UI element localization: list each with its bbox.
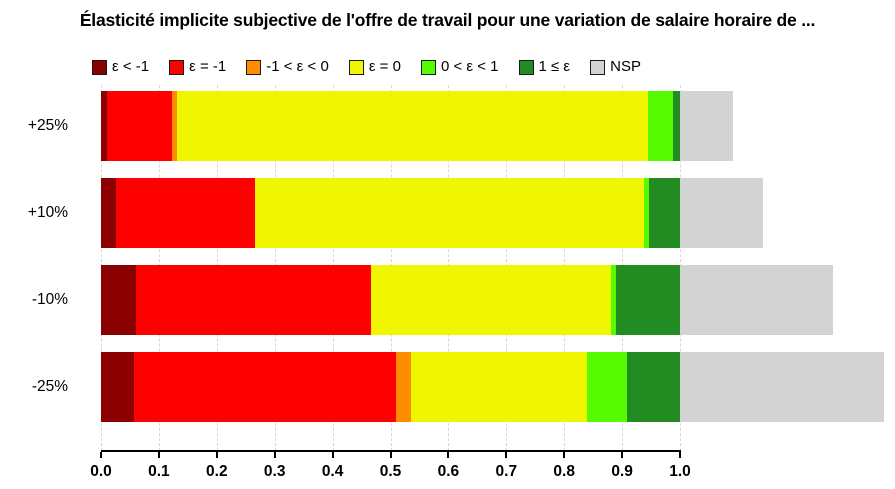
legend-label: -1 < ε < 0 [266, 58, 329, 75]
legend-item: 1 ≤ ε [518, 58, 571, 76]
chart-title: Élasticité implicite subjective de l'off… [79, 10, 816, 30]
x-axis-tick-label: 0.3 [263, 463, 286, 480]
bar-segment [101, 265, 137, 335]
x-axis-tick [157, 452, 160, 458]
bar-segment [177, 91, 648, 161]
legend-swatch [518, 59, 534, 75]
legend-item: 0 < ε < 1 [420, 58, 499, 76]
legend-label: ε = -1 [189, 58, 227, 75]
legend-swatch [348, 59, 364, 75]
bar-segment [680, 352, 884, 422]
legend-item: ε < -1 [92, 58, 149, 76]
bar-segment [587, 352, 628, 422]
category-label: +25% [27, 117, 68, 134]
x-axis-tick-label: 0.2 [206, 463, 228, 480]
x-axis-tick [447, 452, 450, 458]
bar-segment [255, 178, 645, 248]
x-axis-tick [215, 452, 218, 458]
bar-segment [627, 352, 680, 422]
bar-segment [644, 178, 649, 248]
bar-segment [680, 91, 733, 161]
legend-swatch [590, 59, 606, 75]
legend-swatch [246, 59, 262, 75]
bar-segment [680, 178, 763, 248]
category-label: +10% [27, 204, 68, 221]
bar-segment [116, 178, 255, 248]
legend-item: ε = 0 [348, 58, 401, 76]
x-axis-tick-label: 0.0 [90, 463, 112, 480]
x-axis-tick-label: 0.1 [148, 463, 170, 480]
legend-swatch [169, 59, 185, 75]
legend-swatch [420, 59, 436, 75]
bar-segment [395, 352, 412, 422]
bar-segment [680, 265, 834, 335]
legend-label: 1 ≤ ε [538, 58, 571, 75]
x-axis-tick-label: 0.5 [379, 463, 402, 480]
x-axis-line [101, 450, 681, 452]
x-axis-tick-label: 0.6 [437, 463, 460, 480]
bar-segment [615, 265, 680, 335]
legend-label: ε < -1 [112, 58, 150, 75]
bar-segment [647, 91, 674, 161]
bar-segment [101, 178, 117, 248]
legend-label: NSP [610, 58, 641, 75]
bar-segment [107, 91, 172, 161]
bar-segment [371, 265, 612, 335]
bar-segment [134, 352, 396, 422]
x-axis-tick [563, 452, 566, 458]
legend-item: NSP [590, 58, 641, 76]
x-axis-tick-label: 0.7 [495, 463, 518, 480]
category-label: -10% [31, 291, 68, 308]
bar-segment [611, 265, 616, 335]
x-axis-tick-label: 0.8 [553, 463, 575, 480]
bar-segment [673, 91, 680, 161]
x-axis-tick [679, 452, 681, 458]
x-axis-tick-label: 0.4 [321, 463, 344, 480]
legend-label: ε = 0 [368, 58, 401, 75]
bar-segment [101, 352, 134, 422]
bar-segment [101, 91, 108, 161]
x-axis-tick [331, 452, 334, 458]
x-axis-tick [505, 452, 508, 458]
x-axis-tick [100, 452, 102, 458]
bar-segment [648, 178, 680, 248]
legend-swatch [92, 59, 107, 75]
category-label: -25% [31, 378, 68, 395]
x-axis-tick-label: 0.9 [611, 463, 633, 480]
x-axis-tick [621, 452, 624, 458]
x-axis-tick [389, 452, 392, 458]
x-axis-tick-label: 1.0 [669, 463, 691, 480]
legend-item: -1 < ε < 0 [246, 58, 329, 76]
bar-segment [136, 265, 372, 335]
legend-label: 0 < ε < 1 [440, 58, 499, 75]
bar-segment [411, 352, 588, 422]
bar-segment [171, 91, 178, 161]
legend: ε < -1 ε = -1 -1 < ε < 0 ε = 0 0 < ε < 1 1 ≤ … [92, 58, 641, 76]
x-axis-tick [273, 452, 276, 458]
legend-item: ε = -1 [169, 58, 226, 76]
